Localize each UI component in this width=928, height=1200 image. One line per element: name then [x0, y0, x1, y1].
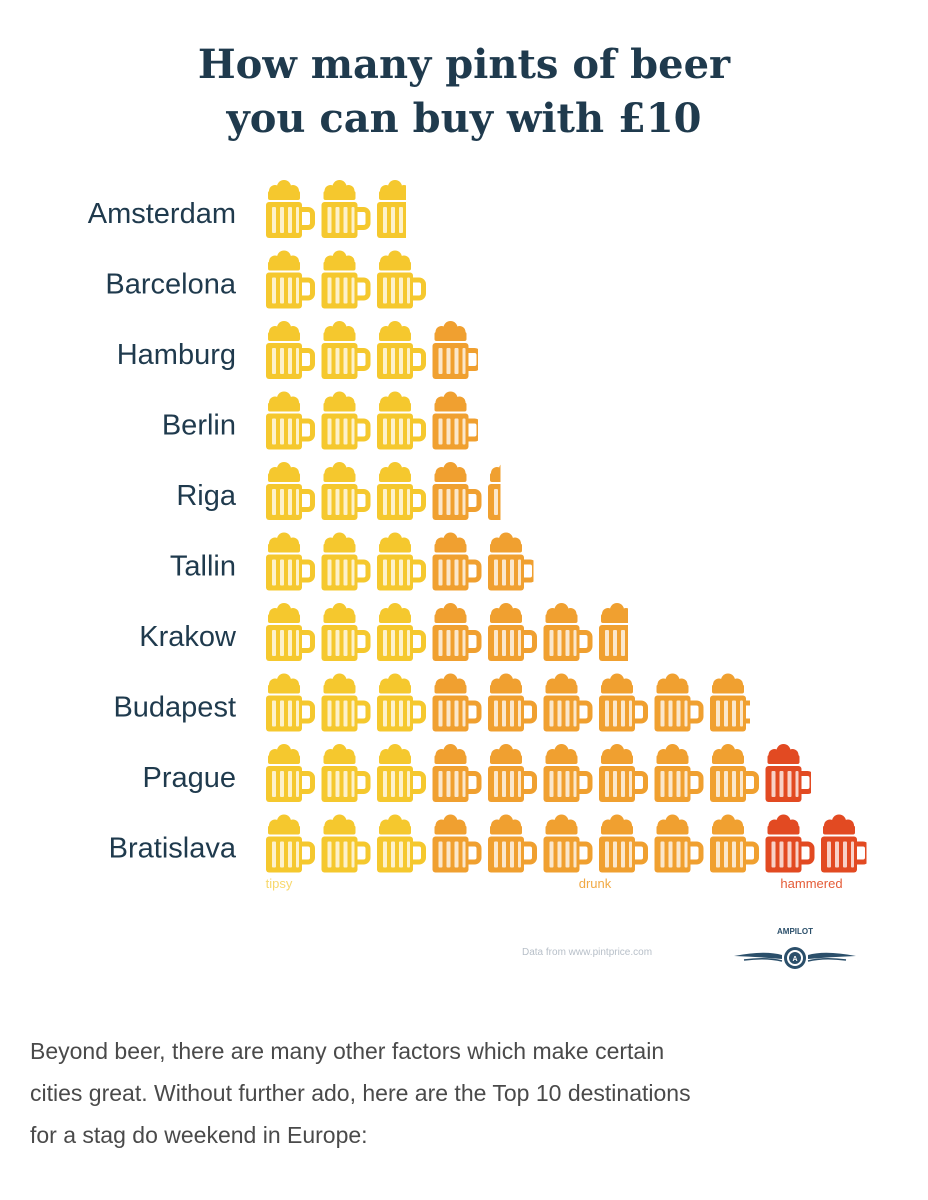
partial-pint-icon: [710, 673, 750, 732]
pint-icon: [654, 744, 704, 802]
pint-icon: [599, 744, 648, 802]
pint-icon: [377, 532, 426, 591]
row-riga: Riga: [176, 462, 501, 520]
pint-icon: [377, 250, 426, 309]
city-label: Tallin: [170, 551, 236, 583]
pint-icon: [432, 603, 482, 661]
row-berlin: Berlin: [162, 391, 478, 450]
row-tallin: Tallin: [170, 532, 534, 591]
pint-icon: [543, 744, 593, 802]
row-hamburg: Hamburg: [117, 321, 478, 379]
pint-icon: [266, 603, 315, 661]
pint-icon: [266, 391, 315, 450]
pint-icon: [654, 814, 704, 873]
row-prague: Prague: [142, 744, 811, 802]
pint-icon: [377, 321, 426, 379]
pint-icon: [488, 744, 537, 802]
pint-icon: [321, 744, 371, 802]
pint-icon: [321, 250, 371, 309]
pint-icon: [377, 462, 426, 520]
row-krakow: Krakow: [139, 603, 628, 661]
city-label: Riga: [176, 480, 237, 512]
pint-icon: [654, 673, 704, 732]
city-label: Budapest: [113, 692, 236, 724]
pint-icon: [432, 814, 482, 873]
pint-icon: [543, 814, 593, 873]
pint-icon: [377, 603, 426, 661]
pint-icon: [321, 532, 371, 591]
chart-title: How many pints of beer you can buy with …: [0, 38, 928, 146]
city-label: Prague: [142, 762, 236, 794]
pint-icon: [488, 673, 537, 732]
pint-icon: [377, 814, 426, 873]
pint-icon: [488, 603, 537, 661]
partial-pint-icon: [432, 321, 478, 379]
row-bratislava: Bratislava: [109, 814, 867, 873]
partial-pint-icon: [432, 391, 478, 450]
pint-icon: [266, 462, 315, 520]
pint-icon: [266, 250, 315, 309]
city-label: Amsterdam: [88, 198, 236, 230]
body-line-1: Beyond beer, there are many other factor…: [30, 1038, 665, 1064]
row-amsterdam: Amsterdam: [88, 180, 406, 238]
partial-pint-icon: [488, 464, 501, 520]
pint-icon: [266, 321, 315, 379]
pint-icon: [321, 462, 371, 520]
pint-icon: [710, 814, 759, 873]
pint-icon: [321, 603, 371, 661]
pint-icon: [266, 814, 315, 873]
pint-icon: [321, 321, 371, 379]
partial-pint-icon: [599, 603, 628, 661]
pint-icon: [377, 744, 426, 802]
pint-icon: [266, 673, 315, 732]
pint-icon: [321, 673, 371, 732]
scale-label-drunk: drunk: [579, 876, 612, 891]
brand-name: AMPILOT: [777, 927, 813, 936]
pint-icon: [321, 180, 371, 238]
pint-icon: [710, 744, 759, 802]
body-line-2: cities great. Without further ado, here …: [30, 1080, 691, 1106]
pint-icon: [599, 673, 648, 732]
body-line-3: for a stag do weekend in Europe:: [30, 1122, 368, 1148]
pint-icon: [266, 180, 315, 238]
city-label: Barcelona: [105, 269, 236, 301]
partial-pint-icon: [488, 532, 534, 591]
row-budapest: Budapest: [113, 673, 750, 732]
scale-label-tipsy: tipsy: [266, 876, 293, 891]
pint-icon: [377, 391, 426, 450]
pint-icon: [432, 673, 482, 732]
partial-pint-icon: [377, 180, 406, 238]
city-label: Hamburg: [117, 339, 236, 371]
city-label: Berlin: [162, 410, 236, 442]
row-barcelona: Barcelona: [105, 250, 426, 309]
title-line-1: How many pints of beer: [197, 41, 731, 88]
scale-label-hammered: hammered: [780, 876, 842, 891]
pint-icon: [321, 391, 371, 450]
winged-logo-icon: A: [734, 947, 856, 969]
pint-icon: [432, 462, 482, 520]
pint-icon: [765, 814, 815, 873]
pint-icon: [432, 532, 482, 591]
partial-pint-icon: [765, 744, 811, 802]
city-label: Krakow: [139, 621, 237, 653]
pint-icon: [599, 814, 648, 873]
pint-icon: [543, 673, 593, 732]
title-line-2: you can buy with £10: [226, 95, 702, 142]
data-source-note: Data from www.pintprice.com: [522, 947, 653, 958]
pint-icon: [377, 673, 426, 732]
brand-logo: AMPILOT A: [730, 922, 860, 987]
pint-icon: [432, 744, 482, 802]
body-paragraph: Beyond beer, there are many other factor…: [30, 1030, 910, 1156]
pint-icon: [488, 814, 537, 873]
pint-icon: [266, 532, 315, 591]
svg-text:A: A: [792, 956, 797, 963]
pint-pictograph: Amsterdam Barcelona Hamburg Berlin Riga Talli…: [88, 180, 867, 891]
pint-icon: [266, 744, 315, 802]
partial-pint-icon: [821, 814, 867, 873]
city-label: Bratislava: [109, 833, 237, 865]
pint-icon: [543, 603, 593, 661]
pint-icon: [321, 814, 371, 873]
